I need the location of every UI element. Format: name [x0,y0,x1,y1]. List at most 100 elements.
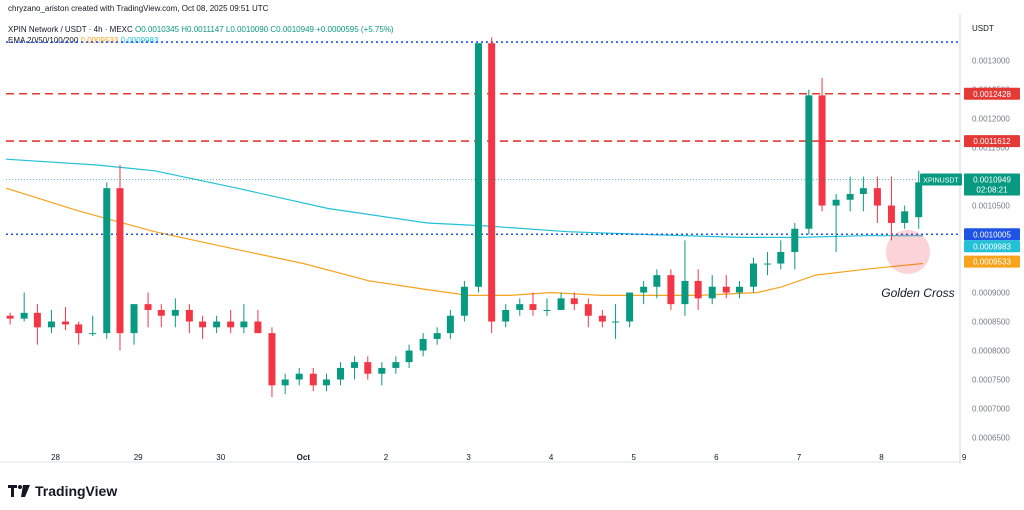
candle-body[interactable] [832,199,840,206]
candle-body[interactable] [653,275,661,287]
candle-body[interactable] [254,321,262,334]
candle-body[interactable] [502,309,510,322]
last-price-symbol-bg [920,173,962,186]
candle-body[interactable] [309,373,317,386]
candle-body[interactable] [433,333,441,339]
candle-body[interactable] [199,321,207,328]
candle-body[interactable] [722,286,730,293]
candle-body[interactable] [6,315,14,319]
candle-body[interactable] [337,367,345,380]
level-price-tag-bg [964,228,1020,241]
candle-body[interactable] [419,338,427,351]
candle-body[interactable] [791,228,799,252]
level-price-tag: 0.0012428 [973,90,1011,99]
ema-fast-line [5,187,923,296]
candle-body[interactable] [20,312,28,319]
candle-body[interactable] [915,182,923,218]
x-tick-label: 7 [797,453,802,462]
candle-body[interactable] [612,321,620,323]
x-tick-label: 3 [466,453,471,462]
candle-body[interactable] [859,188,867,194]
symbol-title[interactable]: XPIN Network / USDT · 4h · MEXC [8,25,133,34]
chart-credit: chryzano_ariston created with TradingVie… [8,4,269,13]
candle-body[interactable] [667,275,675,305]
candle-body[interactable] [694,280,702,299]
y-tick-label: 0.0013000 [972,57,1010,66]
candle-body[interactable] [901,211,909,223]
candle-body[interactable] [213,321,221,328]
candle-body[interactable] [557,298,565,310]
bar-countdown: 02:08:21 [976,186,1008,195]
candle-body[interactable] [474,43,482,287]
candle-body[interactable] [240,321,248,328]
candle-body[interactable] [570,298,578,305]
candle-body[interactable] [75,324,83,334]
tradingview-logo[interactable]: TradingView [8,483,117,499]
candle-body[interactable] [543,309,551,311]
candle-body[interactable] [144,304,152,310]
candle-body[interactable] [227,321,235,328]
candle-body[interactable] [805,95,813,229]
y-tick-label: 0.0009000 [972,289,1010,298]
candle-body[interactable] [392,362,400,368]
candle-body[interactable] [488,43,496,322]
candle-body[interactable] [887,205,895,223]
candle-body[interactable] [873,188,881,206]
last-price-tag-bg [964,173,1020,196]
golden-cross-label: Golden Cross [881,286,954,300]
candle-body[interactable] [89,333,97,335]
candle-body[interactable] [103,188,111,334]
candle-body[interactable] [598,315,606,322]
candle-body[interactable] [446,315,454,334]
candle-body[interactable] [116,188,124,334]
ema-value-fast: 0.0009533 [80,36,119,45]
candle-body[interactable] [61,321,69,325]
candle-body[interactable] [295,373,303,380]
x-tick-label: Oct [297,453,311,462]
candle-body[interactable] [268,333,276,386]
candle-body[interactable] [735,286,743,293]
candle-body[interactable] [322,379,330,386]
candle-body[interactable] [130,304,138,334]
ema-price-tag: 0.0009533 [973,258,1011,267]
x-tick-label: 2 [384,453,389,462]
golden-cross-highlight [885,229,930,274]
candle-body[interactable] [460,286,468,316]
y-tick-label: 0.0008500 [972,318,1010,327]
ema-legend[interactable]: EMA 20/50/100/200 0.0009533 0.0009983 [8,36,158,45]
candle-body[interactable] [33,312,41,328]
candle-body[interactable] [818,95,826,206]
y-tick-label: 0.0010500 [972,202,1010,211]
candle-body[interactable] [708,286,716,299]
x-tick-label: 29 [134,453,143,462]
candle-body[interactable] [281,379,289,386]
candle-body[interactable] [171,309,179,316]
price-axis-unit: USDT [972,24,994,33]
candle-body[interactable] [846,193,854,200]
candle-body[interactable] [47,321,55,328]
candle-body[interactable] [364,362,372,374]
level-price-tag-bg [964,135,1020,148]
candle-body[interactable] [750,263,758,287]
candle-body[interactable] [185,309,193,322]
x-tick-label: 5 [632,453,637,462]
candle-body[interactable] [584,304,592,316]
price-chart[interactable]: USDT 0.0006500 0.0007000 0.0007500 0.0008000… [0,0,1024,470]
candle-body[interactable] [764,263,772,265]
candle-body[interactable] [378,367,386,374]
candle-body[interactable] [640,286,648,293]
ema-slow-line [5,158,923,238]
x-tick-label: 4 [549,453,554,462]
y-tick-label: 0.0006500 [972,434,1010,443]
ema-value-slow: 0.0009983 [120,36,159,45]
candle-body[interactable] [157,309,165,316]
x-tick-label: 30 [216,453,225,462]
candle-body[interactable] [351,362,359,368]
symbol-legend: XPIN Network / USDT · 4h · MEXC O0.00103… [8,25,394,34]
candle-body[interactable] [681,280,689,305]
candle-body[interactable] [529,304,537,310]
candle-body[interactable] [626,292,634,322]
candle-body[interactable] [405,350,413,363]
candle-body[interactable] [777,251,785,264]
candle-body[interactable] [516,304,524,310]
